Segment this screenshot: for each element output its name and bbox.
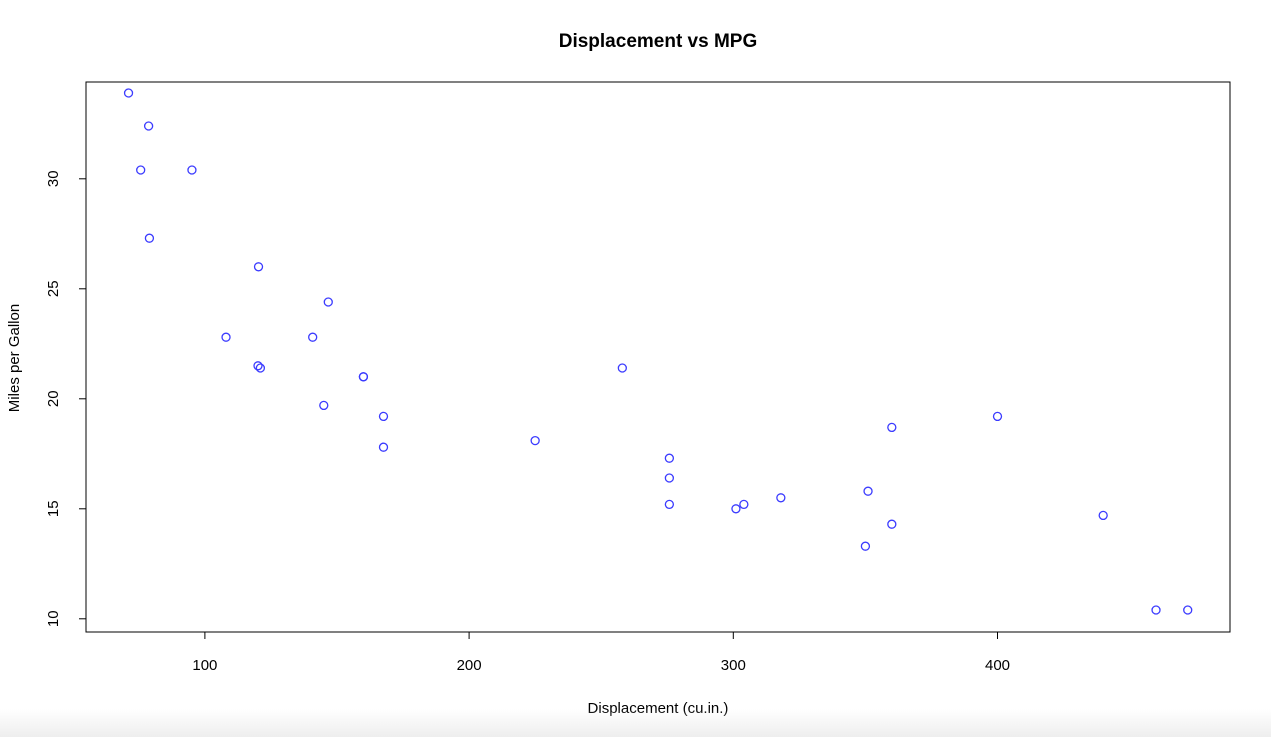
data-point — [739, 499, 749, 510]
data-points — [123, 88, 1193, 615]
data-point — [187, 165, 197, 175]
y-axis: 10 15 20 25 30 — [45, 170, 87, 627]
data-point — [863, 486, 873, 496]
data-point — [253, 262, 264, 272]
data-point — [992, 411, 1003, 422]
data-point — [319, 400, 329, 411]
x-axis: 100 200 300 400 — [192, 631, 1010, 674]
data-point — [255, 363, 266, 373]
y-tick-label: 10 — [45, 610, 62, 627]
x-tick-label: 100 — [192, 657, 217, 674]
data-point — [664, 453, 675, 463]
data-point — [1151, 605, 1161, 615]
data-point — [617, 363, 627, 373]
data-point — [143, 121, 154, 131]
data-point — [378, 411, 389, 422]
y-tick-label: 25 — [45, 280, 62, 297]
y-tick-label: 15 — [45, 500, 62, 517]
data-point — [358, 372, 369, 382]
data-point — [887, 519, 897, 529]
data-point — [221, 332, 231, 342]
x-tick-label: 300 — [721, 657, 746, 674]
data-point — [530, 435, 540, 446]
data-point — [887, 422, 897, 433]
plot-frame — [85, 81, 1231, 633]
data-point — [136, 165, 146, 175]
data-point — [776, 493, 786, 503]
data-point — [1098, 510, 1108, 521]
data-point — [1183, 605, 1193, 615]
x-axis-label: Displacement (cu.in.) — [588, 700, 729, 717]
y-tick-label: 30 — [45, 170, 62, 187]
data-point — [253, 361, 263, 371]
data-point — [378, 442, 389, 452]
data-point — [323, 297, 333, 307]
chart-title: Displacement vs MPG — [559, 31, 758, 52]
y-tick-label: 20 — [45, 390, 62, 407]
data-point — [664, 473, 675, 483]
data-point — [144, 233, 155, 243]
y-axis-label: Miles per Gallon — [6, 304, 23, 412]
data-point — [664, 499, 675, 510]
data-point — [123, 88, 134, 98]
data-point — [731, 504, 741, 514]
x-tick-label: 200 — [457, 657, 482, 674]
data-point — [860, 541, 871, 551]
x-tick-label: 400 — [985, 657, 1010, 674]
data-point — [308, 332, 318, 342]
